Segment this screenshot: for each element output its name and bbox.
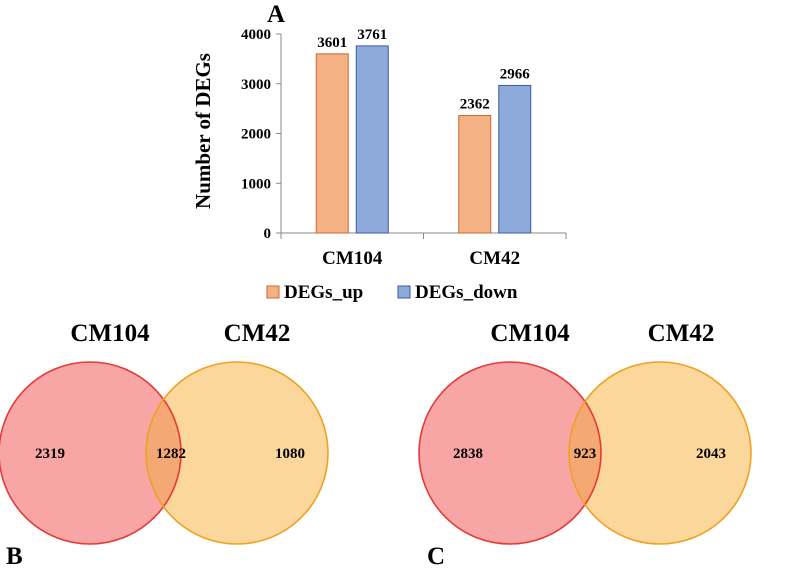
bar-DEGs_up-CM104	[315, 53, 349, 234]
venn-c-title-right: CM42	[648, 320, 715, 347]
panel-label-a: A	[267, 1, 285, 28]
venn-c-outline-left	[418, 361, 602, 545]
y-axis-label: Number of DEGs	[191, 53, 215, 209]
y-tick-label: 4000	[241, 27, 271, 43]
venn-b-only-left: 2319	[35, 446, 65, 462]
legend: DEGs_up DEGs_down	[266, 282, 518, 303]
venn-b-overlap-count: 1282	[156, 446, 186, 462]
bar-value-label: 3761	[357, 27, 387, 43]
legend-label-up: DEGs_up	[284, 282, 363, 303]
venn-c-only-right: 2043	[696, 446, 726, 462]
y-tick-label: 1000	[241, 176, 271, 192]
venn-c-only-left: 2838	[453, 446, 483, 462]
bar-value-label: 2966	[500, 66, 531, 82]
bar-chart: A Number of DEGs 0 1000 2000 3000 4000 3601 3…	[191, 1, 567, 303]
y-tick-label: 2000	[241, 127, 271, 143]
venn-c-overlap-count: 923	[574, 446, 597, 462]
venn-b-circle-right	[146, 362, 328, 544]
venn-c-outline-right	[568, 361, 752, 545]
legend-swatch-down	[397, 285, 411, 299]
venn-c-circle-left	[419, 362, 601, 544]
panel-label-b: B	[6, 543, 23, 570]
bar-value-label: 2362	[460, 96, 490, 112]
x-category-label: CM104	[322, 248, 383, 269]
venn-b-outline-left	[0, 361, 182, 545]
legend-label-down: DEGs_down	[415, 282, 518, 303]
bar-DEGs_up-CM42	[458, 114, 492, 234]
bar-value-label: 3601	[317, 35, 347, 51]
venn-b-circle-left	[0, 362, 181, 544]
bar-DEGs_down-CM42	[498, 84, 532, 234]
venn-b-outline-right	[145, 361, 329, 545]
y-tick-label: 0	[264, 226, 272, 242]
venn-c: CM104 CM42 2838 923 2043 C	[418, 320, 752, 570]
y-tick-label: 3000	[241, 77, 271, 93]
x-category-label: CM42	[469, 248, 520, 269]
venn-b: CM104 CM42 2319 1282 1080 B	[0, 320, 329, 570]
venn-b-title-right: CM42	[224, 320, 291, 347]
venn-b-title-left: CM104	[70, 320, 150, 347]
venn-c-circle-right	[569, 362, 751, 544]
venn-c-title-left: CM104	[490, 320, 570, 347]
legend-swatch-up	[266, 285, 280, 299]
panel-label-c: C	[427, 543, 445, 570]
venn-b-only-right: 1080	[275, 446, 305, 462]
bar-DEGs_down-CM104	[355, 45, 389, 234]
